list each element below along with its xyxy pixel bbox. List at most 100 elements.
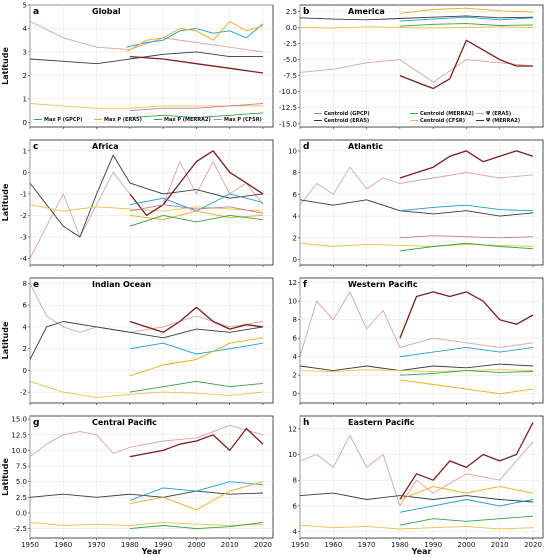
panel-e: 8 6 4 2 0 -2 e Indian Ocean [20,277,274,405]
series-line-cen_era5 [299,199,534,217]
series-line-itcz_ref [299,242,534,247]
y-tick-label: 10.0 [11,447,27,455]
plot-frame [29,139,274,266]
series-line-max_era5 [399,379,534,395]
y-tick-label: 2 [293,234,297,242]
series-line-psi_era5 [29,424,264,458]
x-tick-label: 1970 [88,541,106,549]
legend-label: Centroid (CFSR) [420,118,465,124]
panel-title: Eastern Pacific [348,418,415,427]
y-tick-label: -7.5 [283,72,297,80]
panel-title: Africa [92,142,119,151]
legend-label: Ψ (MERRA2) [486,118,520,124]
series-line-max_era5 [129,481,264,511]
plot-frame [299,4,544,128]
series-line-max_gpcp [399,204,534,212]
series-line-max_era5 [126,20,264,53]
series-line-itcz_ref [299,524,534,530]
legend-label: Max P (CFSR) [224,117,262,123]
x-tick-label: 2020 [254,541,272,549]
y-tick-label: 0 [23,119,27,127]
legend-label: Centroid (ERA5) [324,118,369,124]
y-tick-label: 6 [293,191,298,199]
panel-title: Western Pacific [348,280,418,289]
x-tick-label: 1980 [391,541,409,549]
y-tick-label: 15.0 [11,416,27,424]
y-tick-label: 1 [23,95,27,103]
y-tick-label: 8 [23,280,27,288]
series-line-psi_era5 [29,20,264,53]
x-tick-label: 1980 [121,541,139,549]
series-line-max_gpcp [129,342,264,355]
legend-label: Centroid (MERRA2) [420,111,474,117]
series-line-cen_era5 [299,15,534,21]
x-axis-label: Year [141,547,162,556]
series-line-psi_merra2 [399,39,533,90]
series-line-max_cfsr [129,103,264,112]
series-line-max_cfsr [129,204,264,214]
panel-d: 0 2 4 6 8 10 d Atlantic [288,139,544,267]
panel-f: 12 10 8 6 4 2 0 f Western Pacific [288,277,544,405]
panel-letter: b [303,7,310,17]
y-tick-label: 10 [288,298,297,306]
plot-frame [29,415,274,539]
series-line-max_merra2 [399,515,534,526]
series-line-cen_era5 [29,490,264,498]
x-tick-label: 1960 [54,541,72,549]
y-tick-label: -12.5 [279,104,297,112]
x-tick-label: 1990 [424,541,442,549]
x-tick-label: 1960 [324,541,342,549]
y-tick-label: -1 [20,190,27,198]
series-line-max_gpcp [399,346,534,358]
series-line-max_merra2 [399,370,534,376]
series-line-psi_era5 [299,434,534,507]
y-tick-label: 5.0 [16,478,27,486]
y-tick-label: 4 [293,528,298,536]
series-line-max_merra2 [399,242,534,252]
series-line-max_gpcp [399,16,534,22]
series-line-psi_merra2 [399,422,534,500]
y-axis-label: Latitude [1,458,10,496]
series-line-psi_merra2 [129,306,264,333]
y-tick-label: -2 [20,389,27,397]
y-tick-label: 12 [288,279,297,287]
series-line-max_gpcp [126,23,264,48]
y-tick-label: -5.0 [283,56,297,64]
panel-title: America [348,7,385,16]
x-axis-label: Year [411,547,432,556]
y-tick-label: 4 [293,353,298,361]
x-tick-label: 1970 [358,541,376,549]
x-tick-label: 2010 [221,541,239,549]
x-tick-label: 2020 [524,541,542,549]
y-tick-label: 12.5 [11,431,27,439]
y-tick-label: 3 [23,48,27,56]
plot-frame [29,277,274,404]
y-tick-label: 0 [293,256,297,264]
y-tick-label: 8 [293,316,297,324]
x-tick-label: 1990 [154,541,172,549]
series-line-itcz_ref [29,521,264,526]
legend-label: Max P (ERA5) [104,117,142,123]
panel-b: 2.5 0.0 -2.5 -5.0 -7.5 -10.0 -12.5 -15.0 b Americ… [279,4,544,129]
y-axis-label: Latitude [1,321,10,359]
panel-h: 12 10 8 6 4 1950 1960 1970 1980 1990 2000 2010 2020 h… [288,415,544,549]
legend-label: Centroid (GPCP) [324,111,370,117]
series-line-cen_era5 [29,321,264,360]
y-tick-label: 8 [293,477,297,485]
series-line-max_cfsr [399,235,534,239]
y-tick-label: 0 [293,390,297,398]
y-tick-label: 10 [288,451,297,459]
y-tick-label: 2 [23,345,27,353]
x-tick-label: 1950 [21,541,39,549]
y-tick-label: 7.5 [16,463,27,471]
legend-label: Ψ (ERA5) [486,111,511,117]
y-tick-label: -2 [20,212,27,220]
y-tick-label: 6 [23,302,28,310]
plot-frame [299,415,544,539]
plot-frame [299,139,544,266]
y-tick-label: 0 [23,169,27,177]
y-tick-label: 4 [293,213,298,221]
series-line-psi_era5 [299,59,534,83]
panel-title: Indian Ocean [92,280,151,289]
